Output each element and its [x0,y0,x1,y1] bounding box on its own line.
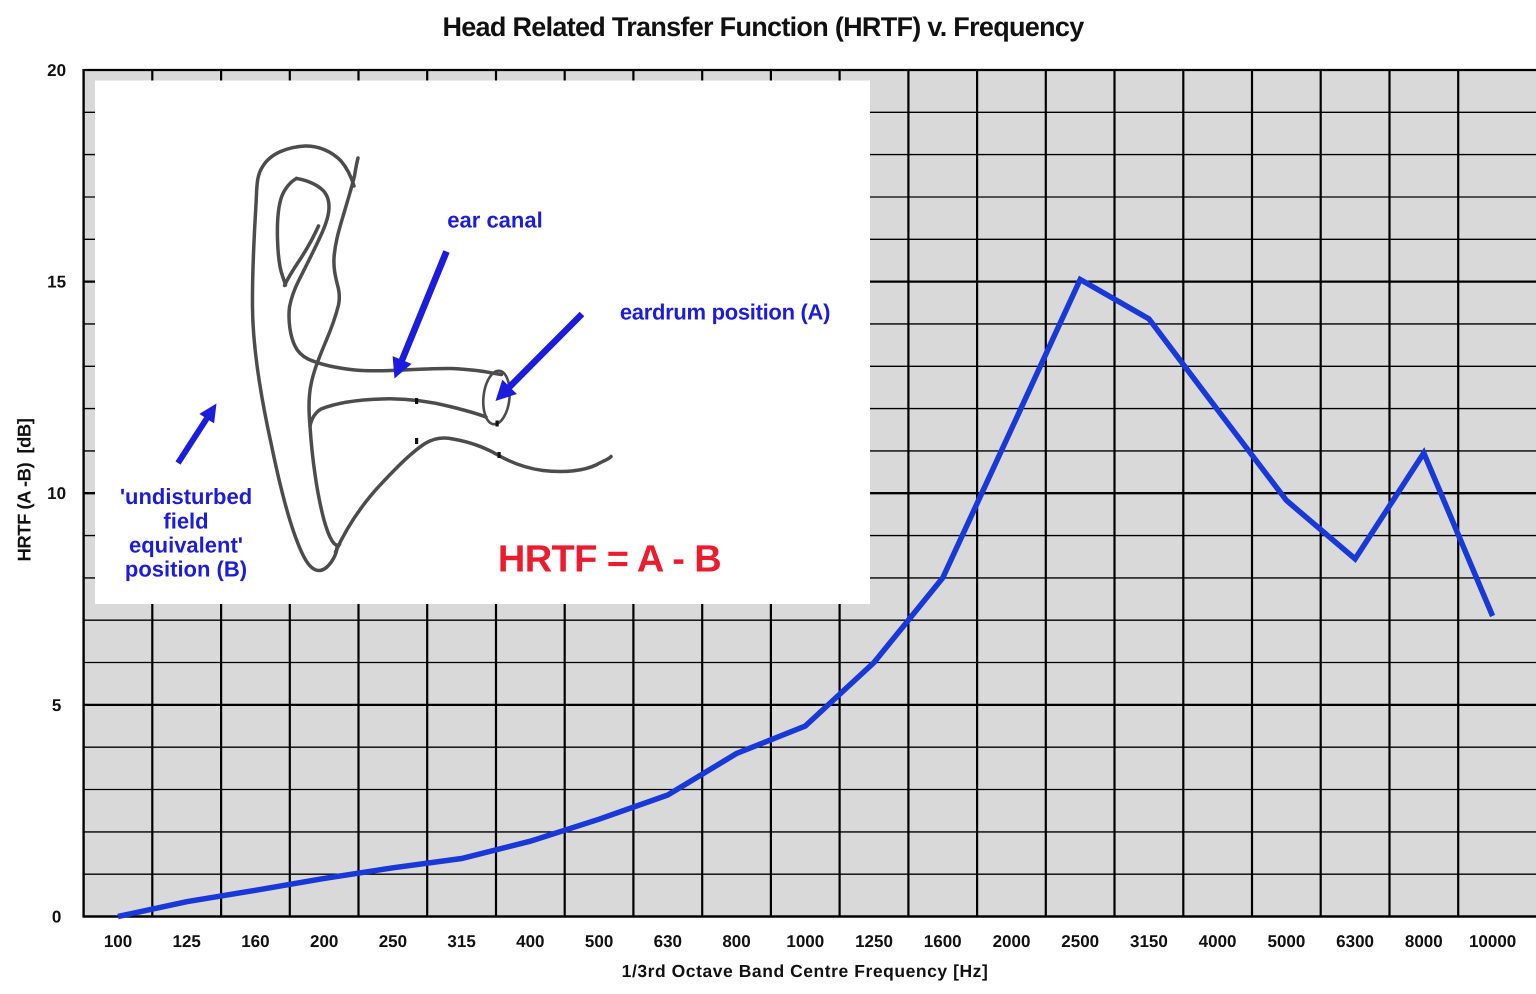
svg-text:equivalent': equivalent' [129,533,243,558]
svg-text:400: 400 [516,932,544,951]
svg-text:200: 200 [310,932,338,951]
svg-text:1000: 1000 [786,932,824,951]
svg-text:2500: 2500 [1061,932,1099,951]
svg-text:1250: 1250 [855,932,893,951]
svg-text:500: 500 [585,932,613,951]
svg-text:3150: 3150 [1130,932,1168,951]
svg-text:4000: 4000 [1199,932,1237,951]
svg-text:160: 160 [241,932,269,951]
svg-text:eardrum position (A): eardrum position (A) [620,300,830,325]
svg-text:250: 250 [379,932,407,951]
svg-text:20: 20 [47,61,66,80]
svg-text:6300: 6300 [1336,932,1374,951]
svg-text:HRTF = A - B: HRTF = A - B [498,539,721,581]
svg-text:HRTF (A -B) [dB]: HRTF (A -B) [dB] [14,418,35,561]
svg-text:630: 630 [654,932,682,951]
svg-text:1/3rd Octave Band Centre Frequ: 1/3rd Octave Band Centre Frequency [Hz] [622,961,989,981]
svg-text:10000: 10000 [1469,932,1516,951]
svg-text:315: 315 [447,932,475,951]
svg-text:100: 100 [104,932,132,951]
svg-text:5000: 5000 [1267,932,1305,951]
svg-text:0: 0 [52,908,61,927]
svg-text:15: 15 [47,273,66,292]
svg-text:ear canal: ear canal [447,208,542,233]
svg-text:5: 5 [52,696,61,715]
svg-text:10: 10 [47,484,66,503]
svg-text:field: field [163,508,208,533]
svg-text:125: 125 [173,932,201,951]
svg-text:'undisturbed: 'undisturbed [120,484,252,509]
svg-text:1600: 1600 [924,932,962,951]
svg-text:position (B): position (B) [125,557,247,582]
svg-text:800: 800 [722,932,750,951]
svg-text:Head Related Transfer Function: Head Related Transfer Function (HRTF) v.… [442,12,1084,42]
svg-text:8000: 8000 [1405,932,1443,951]
svg-text:2000: 2000 [993,932,1031,951]
